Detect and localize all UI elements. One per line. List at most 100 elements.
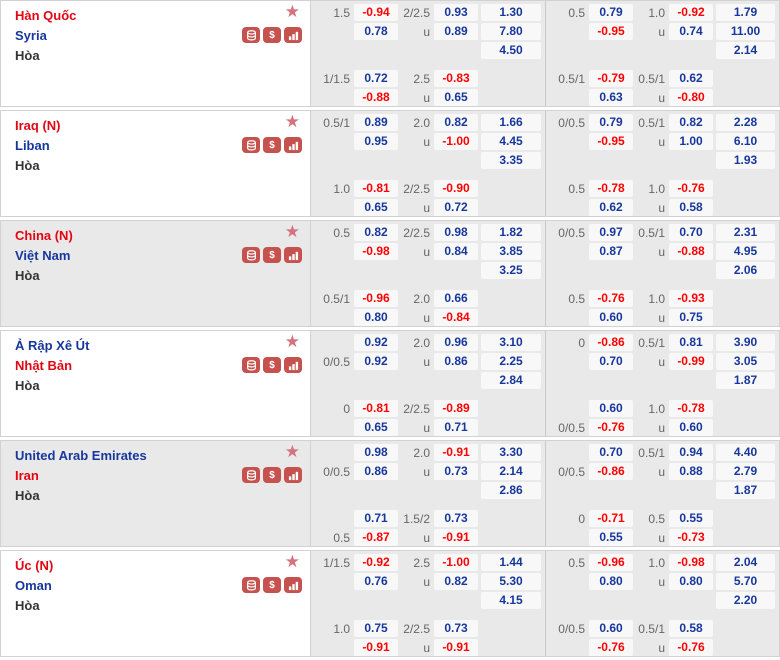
ht-handicap-odd[interactable]: -0.87	[354, 529, 398, 546]
stats-chart-icon[interactable]	[284, 27, 302, 43]
ht-over-odd[interactable]: -0.89	[434, 400, 478, 417]
h2h-database-icon[interactable]	[242, 357, 260, 373]
ht-handicap-odd[interactable]: 0.65	[354, 419, 398, 436]
ht-handicap-odd[interactable]: -0.78	[589, 180, 633, 197]
x12-odd[interactable]: 4.40	[716, 444, 775, 461]
team-away-name[interactable]: Syria	[15, 28, 47, 43]
x12-odd[interactable]: 1.93	[716, 152, 775, 169]
x12-odd[interactable]: 5.30	[481, 573, 541, 590]
ht-over-odd[interactable]: 0.66	[434, 290, 478, 307]
ht-handicap-odd[interactable]: -0.81	[354, 400, 398, 417]
team-away-name[interactable]: Oman	[15, 578, 52, 593]
under-odd[interactable]: -0.99	[669, 353, 713, 370]
under-odd[interactable]: 0.89	[434, 23, 478, 40]
x12-odd[interactable]: 3.30	[481, 444, 541, 461]
over-odd[interactable]: 0.70	[669, 224, 713, 241]
x12-odd[interactable]: 2.14	[716, 42, 775, 59]
team-away-name[interactable]: Iran	[15, 468, 39, 483]
handicap-odd[interactable]: -0.86	[589, 463, 633, 480]
handicap-odd[interactable]: -0.86	[589, 334, 633, 351]
ht-handicap-odd[interactable]: 0.60	[589, 620, 633, 637]
favorite-star-icon[interactable]: ★	[284, 552, 300, 571]
ht-handicap-odd[interactable]: 0.71	[354, 510, 398, 527]
handicap-odd[interactable]: 0.86	[354, 463, 398, 480]
under-odd[interactable]: -0.88	[669, 243, 713, 260]
over-odd[interactable]: 0.82	[434, 114, 478, 131]
ht-handicap-odd[interactable]: -0.79	[589, 70, 633, 87]
ht-under-odd[interactable]: -0.91	[434, 529, 478, 546]
handicap-odd[interactable]: 0.76	[354, 573, 398, 590]
ht-handicap-odd[interactable]: 0.80	[354, 309, 398, 326]
ht-over-odd[interactable]: -0.90	[434, 180, 478, 197]
ht-handicap-odd[interactable]: 0.60	[589, 400, 633, 417]
x12-odd[interactable]: 6.10	[716, 133, 775, 150]
handicap-odd[interactable]: 0.82	[354, 224, 398, 241]
handicap-odd[interactable]: 0.95	[354, 133, 398, 150]
x12-odd[interactable]: 3.05	[716, 353, 775, 370]
handicap-odd[interactable]: 0.98	[354, 444, 398, 461]
over-odd[interactable]: -0.91	[434, 444, 478, 461]
ht-under-odd[interactable]: -0.91	[434, 639, 478, 656]
favorite-star-icon[interactable]: ★	[284, 112, 300, 131]
ht-handicap-odd[interactable]: -0.88	[354, 89, 398, 106]
x12-odd[interactable]: 3.85	[481, 243, 541, 260]
x12-odd[interactable]: 2.04	[716, 554, 775, 571]
stats-chart-icon[interactable]	[284, 357, 302, 373]
over-odd[interactable]: 0.82	[669, 114, 713, 131]
ht-over-odd[interactable]: -0.93	[669, 290, 713, 307]
over-odd[interactable]: -0.92	[669, 4, 713, 21]
stats-chart-icon[interactable]	[284, 577, 302, 593]
h2h-database-icon[interactable]	[242, 467, 260, 483]
ht-handicap-odd[interactable]: 0.75	[354, 620, 398, 637]
ht-handicap-odd[interactable]: -0.71	[589, 510, 633, 527]
handicap-odd[interactable]: 0.97	[589, 224, 633, 241]
ht-under-odd[interactable]: -0.84	[434, 309, 478, 326]
x12-odd[interactable]: 1.30	[481, 4, 541, 21]
x12-odd[interactable]: 2.20	[716, 592, 775, 609]
x12-odd[interactable]: 4.50	[481, 42, 541, 59]
handicap-odd[interactable]: 0.80	[589, 573, 633, 590]
over-odd[interactable]: 0.81	[669, 334, 713, 351]
team-away-name[interactable]: Liban	[15, 138, 50, 153]
stats-chart-icon[interactable]	[284, 467, 302, 483]
ht-over-odd[interactable]: 0.73	[434, 620, 478, 637]
over-odd[interactable]: 0.94	[669, 444, 713, 461]
dollar-odds-icon[interactable]: $	[263, 27, 281, 43]
ht-under-odd[interactable]: 0.72	[434, 199, 478, 216]
ht-under-odd[interactable]: -0.80	[669, 89, 713, 106]
x12-odd[interactable]: 3.25	[481, 262, 541, 279]
handicap-odd[interactable]: -0.95	[589, 23, 633, 40]
x12-odd[interactable]: 1.82	[481, 224, 541, 241]
x12-odd[interactable]: 1.87	[716, 482, 775, 499]
ht-under-odd[interactable]: 0.60	[669, 419, 713, 436]
handicap-odd[interactable]: 0.70	[589, 444, 633, 461]
handicap-odd[interactable]: 0.92	[354, 334, 398, 351]
ht-handicap-odd[interactable]: 0.62	[589, 199, 633, 216]
ht-handicap-odd[interactable]: -0.76	[589, 290, 633, 307]
ht-handicap-odd[interactable]: -0.91	[354, 639, 398, 656]
ht-under-odd[interactable]: 0.58	[669, 199, 713, 216]
ht-over-odd[interactable]: -0.83	[434, 70, 478, 87]
h2h-database-icon[interactable]	[242, 27, 260, 43]
under-odd[interactable]: 0.86	[434, 353, 478, 370]
handicap-odd[interactable]: 0.79	[589, 114, 633, 131]
ht-handicap-odd[interactable]: 0.60	[589, 309, 633, 326]
x12-odd[interactable]: 1.44	[481, 554, 541, 571]
x12-odd[interactable]: 4.45	[481, 133, 541, 150]
team-home-name[interactable]: United Arab Emirates	[15, 448, 147, 463]
x12-odd[interactable]: 1.87	[716, 372, 775, 389]
x12-odd[interactable]: 3.35	[481, 152, 541, 169]
handicap-odd[interactable]: 0.87	[589, 243, 633, 260]
handicap-odd[interactable]: 0.70	[589, 353, 633, 370]
x12-odd[interactable]: 2.86	[481, 482, 541, 499]
under-odd[interactable]: 0.73	[434, 463, 478, 480]
ht-over-odd[interactable]: -0.78	[669, 400, 713, 417]
handicap-odd[interactable]: 0.89	[354, 114, 398, 131]
favorite-star-icon[interactable]: ★	[284, 442, 300, 461]
ht-over-odd[interactable]: 0.55	[669, 510, 713, 527]
over-odd[interactable]: 0.98	[434, 224, 478, 241]
x12-odd[interactable]: 2.31	[716, 224, 775, 241]
dollar-odds-icon[interactable]: $	[263, 467, 281, 483]
over-odd[interactable]: -1.00	[434, 554, 478, 571]
ht-over-odd[interactable]: 0.73	[434, 510, 478, 527]
